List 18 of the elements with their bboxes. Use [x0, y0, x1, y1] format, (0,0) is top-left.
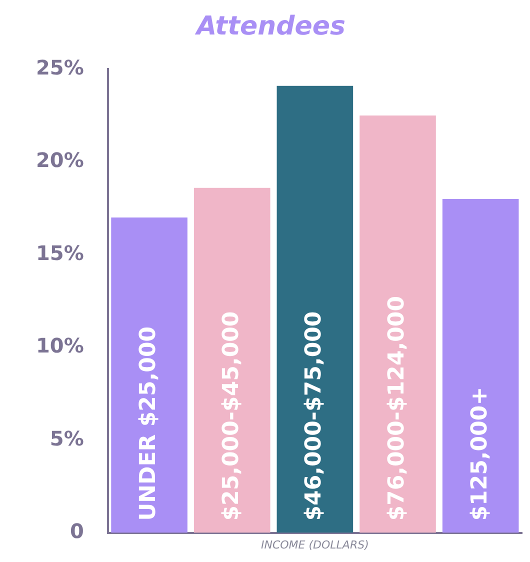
bar — [360, 116, 436, 533]
bar — [276, 86, 354, 533]
x-tick-label: $125,000+ — [467, 386, 492, 521]
y-tick-label: 15% — [36, 240, 84, 265]
x-tick-label: $76,000-$124,000 — [384, 296, 410, 521]
x-tick-label: UNDER $25,000 — [136, 326, 162, 521]
x-tick-label: $46,000-$75,000 — [302, 311, 327, 521]
y-tick-label: 25% — [36, 55, 84, 80]
bar — [111, 218, 188, 533]
chart-title: Attendees — [194, 11, 346, 42]
y-tick-label: 10% — [36, 334, 84, 358]
bar — [194, 188, 270, 533]
x-axis-title: INCOME (DOLLARS) — [261, 538, 369, 552]
y-tick-label: 0 — [70, 519, 84, 544]
y-tick-label: 5% — [50, 426, 84, 450]
x-tick-label: $25,000-$45,000 — [218, 311, 244, 521]
bar — [442, 199, 519, 533]
y-tick-label: 20% — [36, 148, 84, 172]
